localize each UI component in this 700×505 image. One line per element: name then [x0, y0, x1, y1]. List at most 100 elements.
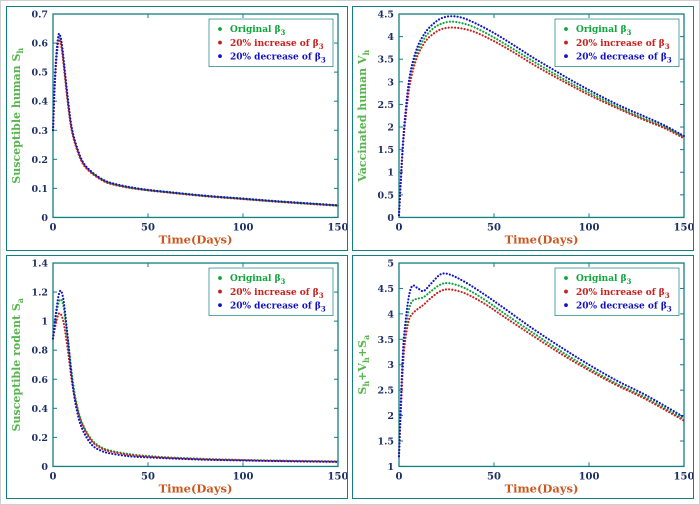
legend-label-original: Original β3 — [230, 25, 286, 37]
series-decrease-20 — [397, 15, 686, 217]
y-tick-label: 0 — [387, 213, 394, 224]
subplot-susceptible-rodent-sa: 0 50 100 150 0 0.2 0.4 0.6 0.8 1 1.2 1.4 Time(Days) S… — [6, 254, 348, 499]
x-tick-label: 0 — [50, 222, 57, 233]
series-original — [51, 297, 340, 462]
legend-box — [208, 267, 334, 316]
legend-marker-increase-20 — [564, 289, 568, 293]
legend-label-original: Original β3 — [576, 25, 632, 37]
y-tick-label: 3 — [387, 77, 394, 88]
legend-label-decrease-20: 20% decrease of β3 — [576, 52, 672, 64]
y-tick-label: 0.2 — [31, 432, 48, 443]
y-tick-label: 0.4 — [31, 97, 48, 108]
y-tick-label: 3.5 — [377, 55, 394, 66]
y-tick-label: 1.5 — [377, 436, 394, 447]
x-tick-label: 50 — [487, 471, 501, 482]
subplot-susceptible-human-sh: 0 50 100 150 0 0.1 0.2 0.3 0.4 0.5 0.6 0.7 Time(Days… — [6, 6, 348, 251]
series-decrease-20 — [51, 32, 340, 207]
x-tick-label: 150 — [674, 222, 693, 233]
legend-marker-original — [564, 27, 568, 31]
y-tick-label: 1.4 — [31, 258, 48, 269]
y-axis: 0 0.2 0.4 0.6 0.8 1 1.2 1.4 — [31, 258, 338, 472]
legend-marker-increase-20 — [218, 289, 222, 293]
y-tick-label: 1 — [387, 168, 394, 179]
y-tick-label: 2.5 — [377, 385, 394, 396]
chart-canvas-vaccinated-human: 0 50 100 150 0 0.5 1 1.5 2 2.5 3 3.5 4 4.5 Time(Days) V… — [356, 10, 693, 247]
x-axis: 0 50 100 150 — [50, 14, 347, 233]
legend-marker-increase-20 — [564, 40, 568, 45]
x-tick-label: 50 — [141, 471, 155, 482]
series-increase-20 — [397, 287, 686, 457]
y-tick-label: 5 — [387, 258, 394, 269]
y-tick-label: 0.4 — [31, 403, 48, 414]
y-tick-label: 3.5 — [377, 334, 394, 345]
x-tick-label: 50 — [141, 222, 155, 233]
legend-marker-original — [564, 275, 568, 280]
y-tick-label: 0.7 — [31, 10, 48, 21]
legend-marker-original — [218, 275, 222, 280]
x-tick-label: 100 — [579, 471, 600, 482]
y-axis-label: Sh+Vh+Sa — [356, 334, 371, 394]
legend-marker-original — [218, 27, 222, 31]
legend-label-decrease-20: 20% decrease of β3 — [230, 52, 326, 64]
legend-label-increase-20: 20% increase of β3 — [230, 287, 324, 299]
series-decrease-20 — [397, 271, 686, 457]
subplot-vaccinated-human-vh: 0 50 100 150 0 0.5 1 1.5 2 2.5 3 3.5 4 4.5 Time(Days) V… — [352, 6, 694, 251]
plot-box — [398, 13, 685, 219]
y-tick-label: 0.6 — [31, 39, 48, 50]
legend-box — [554, 267, 680, 316]
legend-marker-increase-20 — [218, 40, 222, 45]
x-axis-label: Time(Days) — [159, 232, 233, 246]
plot-box — [52, 261, 339, 467]
legend-label-decrease-20: 20% decrease of β3 — [230, 301, 326, 313]
series-increase-20 — [51, 311, 340, 463]
x-tick-label: 50 — [487, 222, 501, 233]
x-tick-label: 150 — [328, 222, 347, 233]
x-tick-label: 100 — [579, 222, 600, 233]
y-tick-label: 0.3 — [31, 126, 48, 137]
legend-marker-decrease-20 — [564, 302, 568, 307]
legend-label-decrease-20: 20% decrease of β3 — [576, 301, 672, 313]
legend-label-increase-20: 20% increase of β3 — [576, 39, 670, 51]
y-tick-label: 0.5 — [377, 190, 394, 201]
legend-label-original: Original β3 — [230, 274, 286, 286]
y-axis: 1 1.5 2 2.5 3 3.5 4 4.5 5 — [377, 258, 684, 472]
series-increase-20 — [397, 26, 686, 217]
y-tick-label: 3 — [387, 360, 394, 371]
y-tick-label: 0.5 — [31, 68, 48, 79]
x-axis: 0 50 100 150 — [396, 14, 693, 233]
legend-box — [554, 18, 680, 67]
y-tick-label: 1.5 — [377, 145, 394, 156]
x-axis-label: Time(Days) — [505, 232, 579, 246]
chart-canvas-susceptible-rodent: 0 50 100 150 0 0.2 0.4 0.6 0.8 1 1.2 1.4 Time(Days) S… — [10, 258, 347, 495]
x-axis: 0 50 100 150 — [50, 262, 347, 482]
y-tick-label: 0.1 — [31, 184, 48, 195]
y-tick-label: 0 — [41, 461, 48, 472]
y-tick-label: 1 — [387, 461, 394, 472]
subplot-total-sh-vh-sa: 0 50 100 150 1 1.5 2 2.5 3 3.5 4 4.5 5 Time(Days) Sh+V… — [352, 254, 694, 499]
x-tick-label: 100 — [233, 222, 254, 233]
y-tick-label: 4 — [387, 309, 394, 320]
y-tick-label: 4.5 — [377, 283, 394, 294]
x-tick-label: 0 — [50, 471, 57, 482]
legend-box — [208, 18, 334, 67]
y-axis-label: Vaccinated human Vh — [356, 50, 371, 183]
y-tick-label: 0.8 — [31, 345, 48, 356]
chart-canvas-total: 0 50 100 150 1 1.5 2 2.5 3 3.5 4 4.5 5 Time(Days) Sh+V… — [356, 258, 693, 495]
legend-marker-decrease-20 — [218, 54, 222, 59]
y-axis-label: Susceptible rodent Sa — [10, 297, 25, 430]
legend-label-increase-20: 20% increase of β3 — [230, 39, 324, 51]
y-tick-label: 2 — [387, 123, 394, 134]
chart-canvas-susceptible-human: 0 50 100 150 0 0.1 0.2 0.3 0.4 0.5 0.6 0.7 Time(Days… — [10, 10, 347, 247]
y-tick-label: 0 — [41, 213, 48, 224]
x-tick-label: 150 — [674, 471, 693, 482]
legend-marker-decrease-20 — [218, 302, 222, 307]
y-axis: 0 0.5 1 1.5 2 2.5 3 3.5 4 4.5 — [377, 10, 684, 224]
x-tick-label: 0 — [396, 222, 403, 233]
y-tick-label: 1 — [41, 316, 48, 327]
y-tick-label: 1.2 — [31, 287, 48, 298]
x-axis: 0 50 100 150 — [396, 262, 693, 482]
